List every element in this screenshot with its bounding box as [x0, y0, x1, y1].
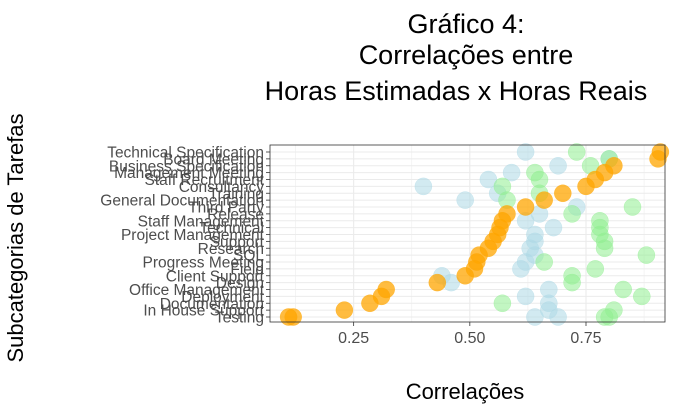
- y-tick-label: General Documentation: [100, 193, 264, 210]
- orange-point: [649, 150, 667, 168]
- orange-point: [279, 308, 298, 326]
- green-point: [595, 308, 614, 326]
- blue-point: [479, 170, 498, 189]
- y-tick-label: Deployment: [181, 289, 264, 306]
- x-tick-label: 0.25: [338, 330, 369, 347]
- green-point: [637, 246, 656, 264]
- orange-point: [577, 177, 595, 196]
- data-points: [279, 143, 670, 326]
- blue-point: [516, 143, 535, 161]
- blue-point: [549, 157, 567, 175]
- blue-point: [456, 191, 474, 209]
- green-point: [535, 253, 553, 271]
- orange-point: [516, 198, 535, 216]
- x-axis: 0.25 0.50 0.75: [338, 322, 602, 347]
- green-point: [586, 260, 605, 278]
- y-tick-label: Testing: [215, 310, 264, 327]
- y-tick-label: Field: [230, 261, 264, 278]
- y-axis-title: Subcategorias de Tarefas: [3, 113, 28, 362]
- green-point: [614, 280, 632, 299]
- x-tick-label: 0.50: [454, 330, 485, 347]
- chart-title-line-3: Horas Estimadas x Horas Reais: [265, 76, 648, 106]
- y-tick-label: Release: [207, 206, 264, 223]
- y-tick-label: Technical Specification: [107, 145, 264, 162]
- x-tick-label: 0.75: [570, 330, 601, 347]
- y-tick-label: Client Support: [166, 268, 265, 285]
- y-tick-label: In House Support: [143, 303, 264, 320]
- y-tick-label: Business Specification: [109, 158, 264, 175]
- blue-point: [549, 308, 567, 326]
- orange-point: [428, 273, 447, 292]
- y-tick-label: Design: [216, 275, 264, 292]
- y-tick-label: Research: [198, 241, 264, 258]
- orange-point: [554, 184, 572, 203]
- y-tick-label: Board Meeting: [163, 151, 264, 168]
- y-tick-label: Third Party: [188, 200, 264, 217]
- plot-border: [269, 144, 666, 323]
- x-axis-title: Correlações: [406, 379, 525, 404]
- y-tick-label: Progress Meeting: [143, 255, 264, 272]
- chart-title-line-1: Gráfico 4:: [407, 9, 524, 39]
- orange-point: [335, 301, 354, 319]
- green-point: [563, 273, 581, 292]
- blue-point: [502, 163, 521, 182]
- y-tick-label: Office Management: [129, 282, 265, 299]
- orange-point: [456, 267, 474, 285]
- green-point: [567, 143, 586, 161]
- orange-point: [535, 191, 553, 209]
- blue-point: [526, 308, 544, 326]
- y-tick-label: Project Management: [121, 227, 265, 244]
- y-tick-label: Documentation: [160, 296, 264, 313]
- plot-area: [269, 143, 670, 326]
- y-tick-label: Staff Recruitment: [145, 172, 265, 189]
- chart-title: Gráfico 4: Correlações entre Horas Estim…: [265, 9, 648, 106]
- y-tick-label: Training: [209, 186, 264, 203]
- green-point: [623, 198, 642, 216]
- y-tick-label: Technical: [199, 220, 264, 237]
- y-tick-label: Staff Management: [138, 213, 265, 230]
- green-point: [563, 205, 581, 223]
- green-point: [493, 294, 512, 313]
- y-tick-label: SQL: [233, 248, 264, 265]
- blue-point: [512, 260, 530, 278]
- blue-point: [414, 177, 433, 196]
- green-point: [595, 239, 614, 258]
- y-tick-label: Management Meeting: [114, 165, 264, 182]
- y-tick-label: Support: [210, 234, 265, 251]
- blue-point: [544, 218, 563, 237]
- green-point: [633, 287, 651, 306]
- orange-point: [361, 294, 379, 313]
- chart-title-line-2: Correlações entre: [359, 40, 574, 70]
- y-tick-label: Consultancy: [179, 179, 265, 196]
- blue-point: [516, 287, 535, 306]
